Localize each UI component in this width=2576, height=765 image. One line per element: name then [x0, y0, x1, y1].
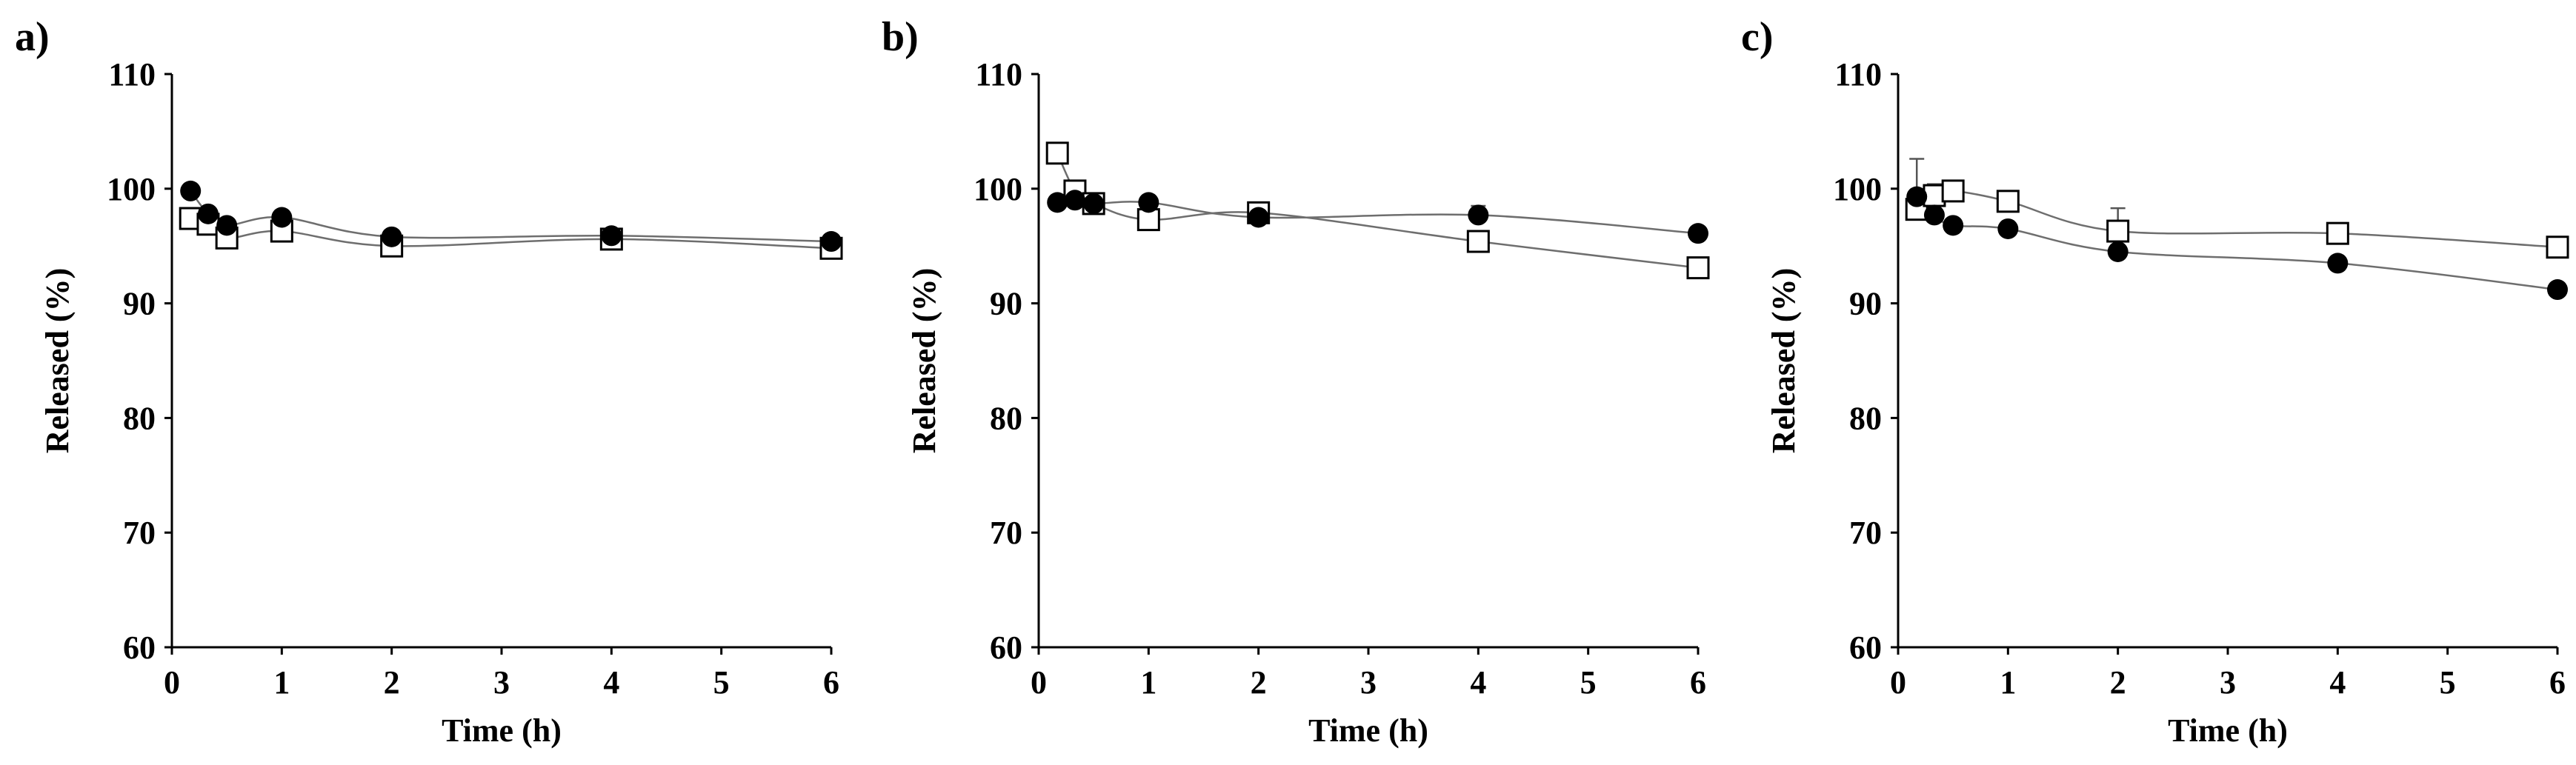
x-axis-title: Time (h) — [1308, 712, 1428, 749]
x-tick-label: 3 — [493, 664, 510, 701]
data-point-circle — [216, 215, 238, 236]
data-point-circle — [601, 225, 622, 247]
y-tick-label: 110 — [108, 56, 156, 93]
x-tick-label: 3 — [2220, 664, 2236, 701]
data-point-square — [1996, 190, 2020, 213]
x-tick-label: 0 — [164, 664, 180, 701]
y-tick-label: 70 — [123, 515, 156, 551]
y-tick-label: 60 — [123, 629, 156, 666]
x-tick-label: 2 — [384, 664, 400, 701]
x-tick-label: 2 — [2110, 664, 2126, 701]
x-axis-title: Time (h) — [2168, 712, 2288, 749]
y-tick-label: 100 — [107, 171, 156, 207]
data-point-circle — [1248, 207, 1269, 228]
y-tick-label: 90 — [1849, 286, 1882, 322]
y-tick-label: 80 — [1849, 400, 1882, 436]
y-tick-label: 80 — [123, 400, 156, 436]
y-tick-label: 60 — [1849, 629, 1882, 666]
data-point-square — [1466, 230, 1490, 253]
data-point-circle — [197, 203, 219, 224]
data-point-square — [1686, 256, 1710, 280]
data-point-circle — [1468, 204, 1489, 226]
y-tick-label: 70 — [990, 515, 1022, 551]
data-point-circle — [180, 180, 202, 201]
data-point-circle — [2327, 253, 2349, 274]
x-tick-label: 5 — [1580, 664, 1597, 701]
panel-label: c) — [1741, 14, 1774, 60]
panel-label: a) — [15, 14, 50, 60]
x-tick-label: 3 — [1360, 664, 1377, 701]
data-point-circle — [1906, 186, 1928, 207]
x-axis-title: Time (h) — [442, 712, 562, 749]
data-point-circle — [1997, 218, 2019, 239]
y-tick-label: 70 — [1849, 515, 1882, 551]
data-point-circle — [1083, 193, 1105, 214]
data-point-circle — [821, 231, 842, 253]
x-tick-label: 6 — [1690, 664, 1706, 701]
panel-label: b) — [882, 14, 919, 60]
x-tick-label: 1 — [2000, 664, 2016, 701]
data-point-square — [2326, 221, 2349, 245]
data-point-circle — [2547, 279, 2568, 301]
x-tick-label: 6 — [823, 664, 839, 701]
data-point-circle — [1047, 192, 1068, 213]
y-tick-label: 110 — [975, 56, 1022, 93]
data-point-square — [2106, 219, 2130, 243]
data-point-circle — [271, 207, 293, 228]
data-point-circle — [1064, 190, 1085, 211]
y-tick-label: 90 — [123, 286, 156, 322]
y-tick-label: 110 — [1834, 56, 1882, 93]
y-tick-label: 60 — [990, 629, 1022, 666]
x-tick-label: 4 — [603, 664, 619, 701]
data-point-square — [1941, 179, 1965, 203]
y-tick-label: 80 — [990, 400, 1022, 436]
data-point-circle — [2107, 241, 2129, 262]
x-tick-label: 6 — [2549, 664, 2566, 701]
x-tick-label: 1 — [273, 664, 290, 701]
data-point-circle — [1943, 215, 1964, 236]
data-point-square — [1136, 208, 1160, 232]
x-tick-label: 0 — [1890, 664, 1906, 701]
data-point-circle — [381, 226, 402, 247]
data-point-circle — [1923, 204, 1945, 226]
x-tick-label: 5 — [2440, 664, 2456, 701]
data-point-square — [1045, 141, 1069, 165]
y-tick-label: 100 — [974, 171, 1022, 207]
x-tick-label: 4 — [1470, 664, 1486, 701]
data-point-circle — [1688, 223, 1708, 244]
y-axis-title: Released (%) — [1765, 268, 1802, 454]
x-tick-label: 4 — [2329, 664, 2346, 701]
panel-c: c) 60 70 80 90 100 110 0 1 2 3 4 5 6 Time (h) Released … — [1741, 14, 2569, 749]
x-tick-label: 5 — [713, 664, 730, 701]
y-tick-label: 90 — [990, 286, 1022, 322]
y-axis-title: Released (%) — [39, 268, 76, 454]
y-tick-label: 100 — [1833, 171, 1882, 207]
x-tick-label: 2 — [1251, 664, 1267, 701]
y-axis-title: Released (%) — [906, 268, 942, 454]
x-tick-label: 0 — [1031, 664, 1047, 701]
x-tick-label: 1 — [1140, 664, 1156, 701]
panel-a: a) 60 70 80 90 100 110 0 1 2 3 4 5 6 Time (h) Released … — [15, 14, 843, 749]
panel-b: b) 60 70 80 90 100 110 0 1 2 3 4 5 6 Time (h) Released … — [882, 14, 1710, 749]
data-point-circle — [1138, 192, 1159, 213]
data-point-square — [2546, 235, 2569, 259]
